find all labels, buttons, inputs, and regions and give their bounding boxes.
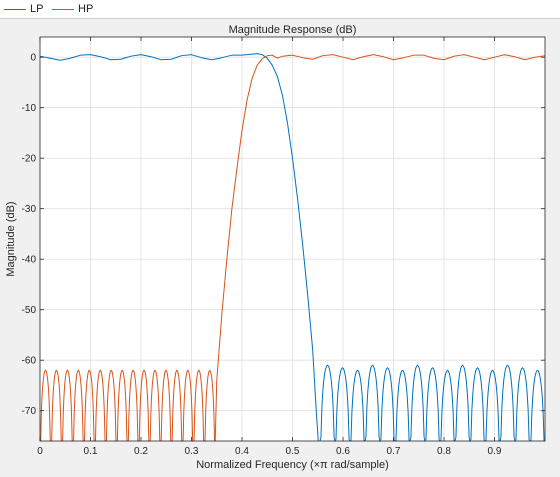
x-tick-label: 0.3	[185, 446, 199, 457]
y-tick-label: 0	[30, 53, 36, 64]
y-tick-label: -30	[22, 204, 37, 215]
x-tick-label: 0.9	[488, 446, 502, 457]
x-tick-label: 0.8	[437, 446, 451, 457]
legend-item-hp[interactable]: HP	[52, 0, 93, 18]
y-tick-label: -60	[22, 356, 37, 367]
y-tick-label: -50	[22, 305, 37, 316]
x-tick-label: 0.4	[235, 446, 249, 457]
x-tick-label: 0.1	[84, 446, 98, 457]
chart-title: Magnitude Response (dB)	[229, 24, 357, 36]
y-tick-label: -10	[22, 103, 37, 114]
legend-item-lp[interactable]: LP	[4, 0, 43, 18]
x-tick-label: 0.2	[134, 446, 148, 457]
series-lp-stopband	[319, 364, 545, 443]
legend-label-lp: LP	[30, 3, 44, 15]
grid	[40, 37, 545, 441]
x-axis-label: Normalized Frequency (×π rad/sample)	[196, 459, 389, 471]
legend: LP HP	[0, 0, 560, 19]
series-hp-passband	[214, 54, 546, 442]
x-tick-label: 0.5	[286, 446, 300, 457]
legend-swatch-lp	[4, 8, 26, 10]
legend-swatch-hp	[52, 8, 74, 10]
y-tick-label: -40	[22, 255, 37, 266]
y-tick-label: -70	[22, 406, 37, 417]
x-tick-label: 0.6	[336, 446, 350, 457]
ticks: 0 0.1 0.2 0.3 0.4 0.5 0.6 0.7 0.8 0.9 0 -10 -20 -30 -4…	[22, 37, 545, 457]
x-tick-label: 0	[37, 446, 43, 457]
legend-label-hp: HP	[78, 3, 94, 15]
x-tick-label: 0.7	[387, 446, 401, 457]
series-lp-passband	[39, 53, 319, 442]
y-axis-label: Magnitude (dB)	[5, 201, 17, 276]
y-tick-label: -20	[22, 154, 37, 165]
